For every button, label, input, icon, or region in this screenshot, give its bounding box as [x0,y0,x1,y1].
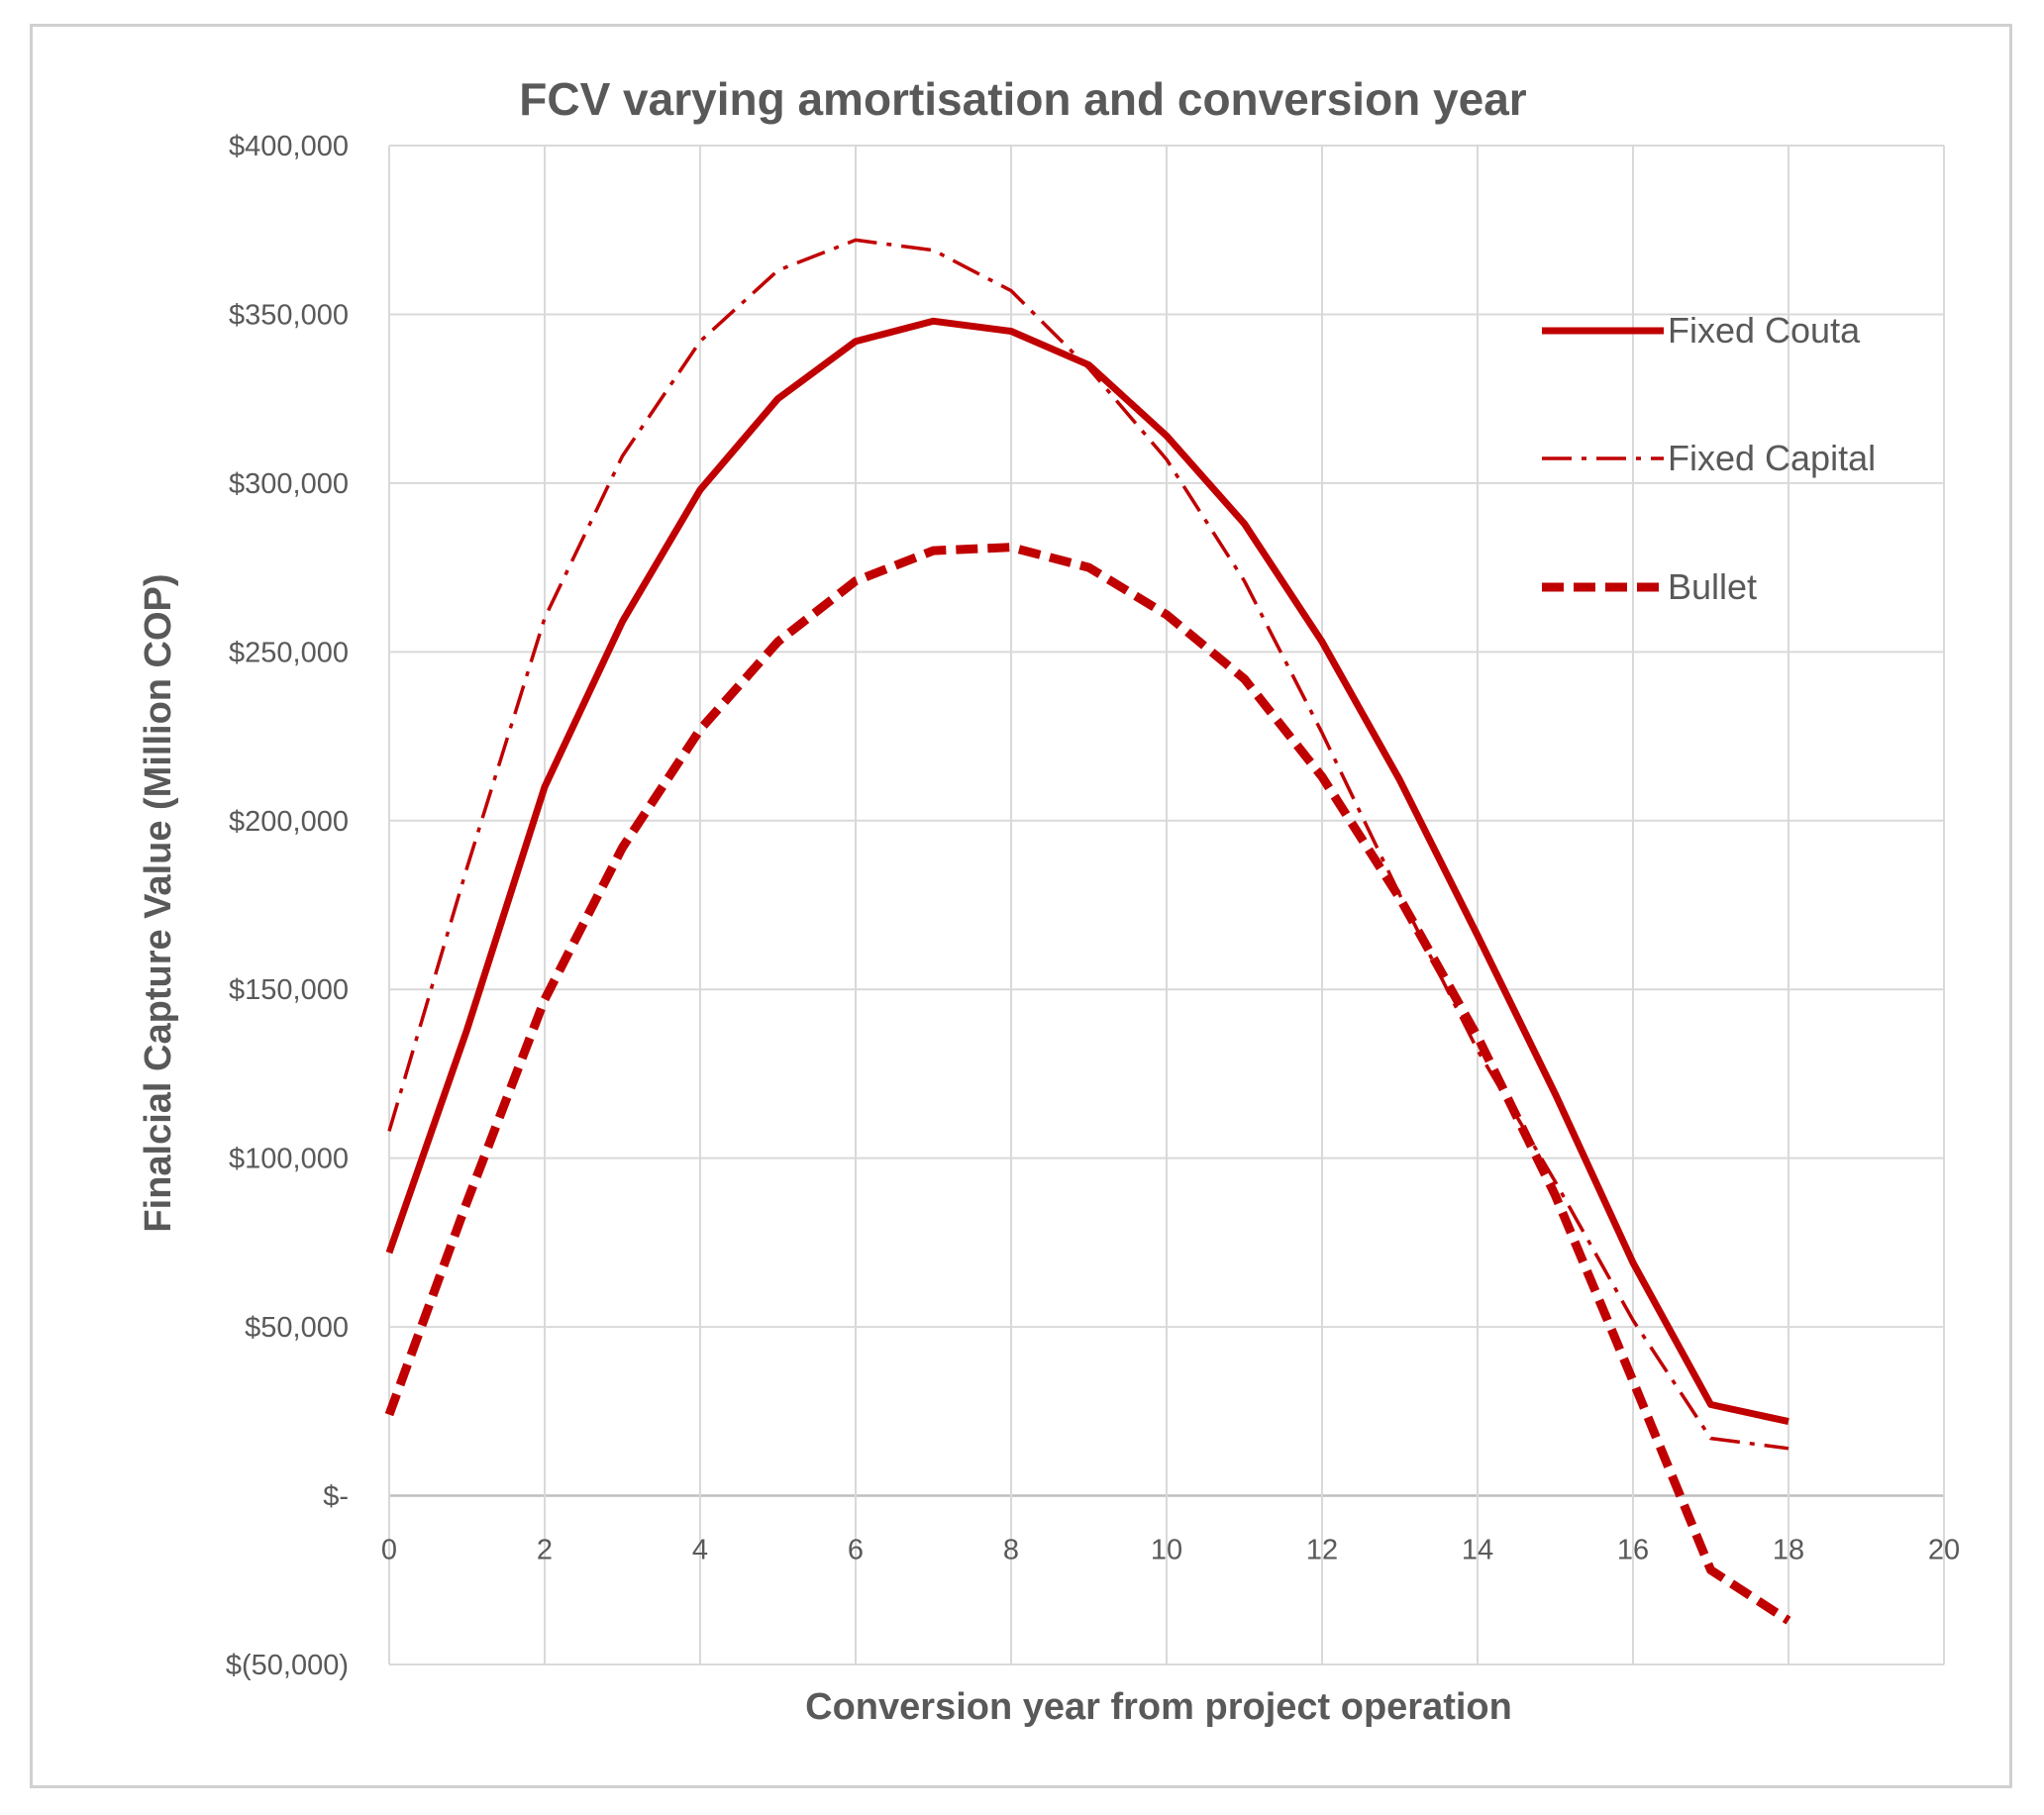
series-lines [384,238,1791,1625]
y-tick-label: $200,000 [229,806,349,838]
chart-title: FCV varying amortisation and conversion … [519,73,1527,125]
legend: Fixed Couta Fixed Capital Bullet [1542,310,1876,607]
y-tick-label: $300,000 [229,468,349,500]
x-tick-label: 16 [1617,1535,1649,1566]
x-tick-label: 20 [1928,1535,1960,1566]
x-tick-label: 0 [381,1535,397,1566]
x-tick-label: 4 [692,1535,708,1566]
x-tick-label: 2 [537,1535,553,1566]
x-tick-label: 12 [1306,1535,1338,1566]
legend-label-3: Bullet [1668,566,1757,607]
y-tick-label: $250,000 [229,637,349,668]
y-tick-label: $100,000 [229,1144,349,1175]
y-tick-label: $- [323,1481,349,1513]
y-tick-label: $150,000 [229,974,349,1006]
legend-label-1: Fixed Couta [1668,310,1861,351]
series-line-2 [387,238,1789,1451]
y-axis-tick-labels: $(50,000) $- $50,000 $100,000 $150,000 $200,0… [226,131,349,1681]
y-tick-label: $(50,000) [226,1650,349,1681]
grid [388,145,1945,1665]
y-tick-label: $400,000 [229,131,349,162]
y-axis-title: Finalcial Capture Value (Million COP) [138,573,179,1232]
x-tick-label: 8 [1003,1535,1019,1566]
series-line-1 [385,317,1789,1426]
x-tick-label: 6 [848,1535,864,1566]
x-axis-title: Conversion year from project operation [805,1686,1512,1728]
x-tick-label: 18 [1773,1535,1804,1566]
series-line-3 [384,543,1791,1625]
x-axis-tick-labels: 0 2 4 6 8 10 12 14 16 18 20 [381,1535,1960,1566]
y-tick-label: $350,000 [229,299,349,331]
x-tick-label: 14 [1462,1535,1493,1566]
legend-label-2: Fixed Capital [1668,438,1876,478]
y-tick-label: $50,000 [245,1312,349,1344]
x-tick-label: 10 [1151,1535,1182,1566]
